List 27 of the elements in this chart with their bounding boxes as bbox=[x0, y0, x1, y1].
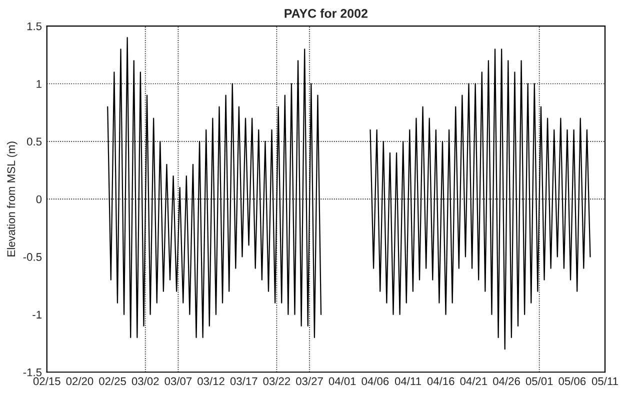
y-axis-title: Elevation from MSL (m) bbox=[6, 142, 18, 256]
x-tick-label: 04/06 bbox=[362, 376, 389, 386]
x-tick-label: 04/21 bbox=[460, 376, 488, 386]
chart-title: PAYC for 2002 bbox=[284, 8, 368, 18]
x-tick-label: 05/01 bbox=[526, 376, 553, 386]
x-tick-label: 03/07 bbox=[164, 376, 192, 386]
y-tick-label: 0.5 bbox=[27, 138, 42, 146]
x-tick-label: 03/22 bbox=[263, 376, 290, 386]
x-tick-label: 04/11 bbox=[394, 376, 421, 386]
x-tick-label: 02/20 bbox=[66, 376, 94, 386]
x-tick-label: 03/02 bbox=[132, 376, 159, 386]
x-tick-label: 04/16 bbox=[427, 376, 454, 386]
y-tick-label: -1.5 bbox=[23, 368, 42, 376]
x-tick-label: 02/15 bbox=[33, 376, 60, 386]
x-tick-label: 05/11 bbox=[592, 376, 618, 386]
x-tick-label: 03/17 bbox=[230, 376, 258, 386]
x-tick-label: 04/01 bbox=[328, 376, 356, 386]
x-tick-label: 04/26 bbox=[493, 376, 520, 386]
x-tick-label: 03/12 bbox=[198, 376, 224, 386]
x-tick-label: 05/06 bbox=[558, 376, 586, 386]
x-tick-label: 03/27 bbox=[296, 376, 323, 386]
y-tick-label: -1 bbox=[32, 310, 42, 318]
x-tick-label: 02/25 bbox=[99, 376, 126, 386]
y-tick-label: 0 bbox=[36, 195, 42, 204]
y-tick-label: 1 bbox=[36, 80, 42, 88]
y-tick-label: -0.5 bbox=[23, 253, 42, 261]
y-tick-label: 1.5 bbox=[27, 22, 42, 30]
